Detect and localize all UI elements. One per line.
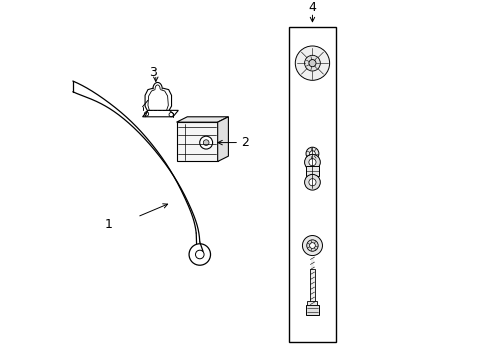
- Circle shape: [304, 174, 320, 190]
- Polygon shape: [176, 117, 228, 122]
- Bar: [305, 166, 318, 176]
- Circle shape: [304, 154, 320, 170]
- Bar: [307, 301, 317, 305]
- Circle shape: [306, 240, 318, 251]
- Circle shape: [309, 151, 315, 157]
- Bar: [310, 269, 314, 305]
- Polygon shape: [176, 122, 217, 162]
- Polygon shape: [217, 117, 228, 162]
- Text: 1: 1: [104, 217, 112, 231]
- Bar: [288, 27, 335, 342]
- Circle shape: [308, 59, 315, 67]
- Circle shape: [304, 55, 320, 71]
- Bar: [305, 305, 319, 315]
- Text: 2: 2: [241, 136, 248, 149]
- Circle shape: [305, 147, 318, 160]
- Circle shape: [203, 140, 208, 145]
- Circle shape: [309, 243, 315, 248]
- Circle shape: [295, 46, 329, 80]
- Text: 4: 4: [308, 1, 316, 14]
- Bar: [310, 258, 314, 269]
- Circle shape: [199, 136, 212, 149]
- Circle shape: [308, 159, 315, 166]
- Text: 3: 3: [149, 66, 157, 78]
- Circle shape: [308, 179, 315, 186]
- Circle shape: [302, 235, 322, 256]
